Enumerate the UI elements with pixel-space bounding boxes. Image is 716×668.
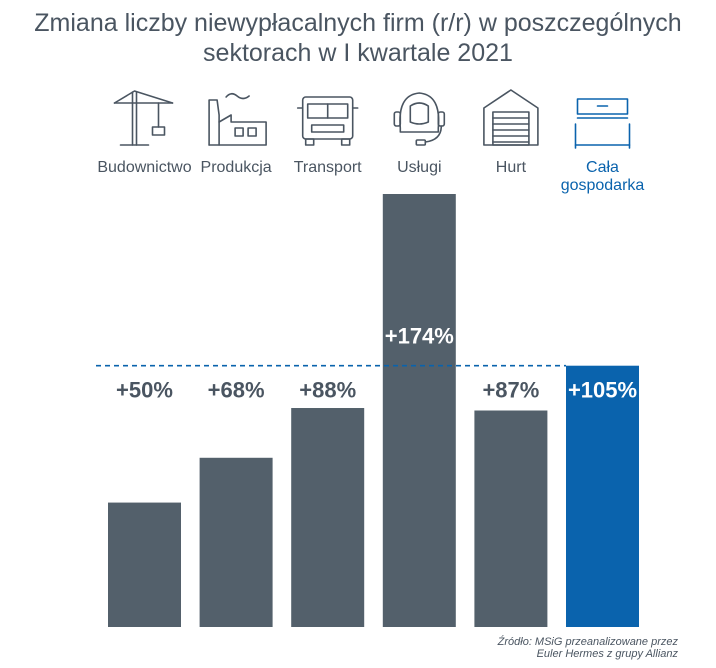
value-label: +174% <box>385 324 454 349</box>
icons-layer <box>113 89 631 149</box>
warehouse-icon <box>483 89 539 146</box>
category-label: Cała <box>586 159 619 176</box>
factory-icon <box>208 92 267 146</box>
bars-layer <box>108 194 639 627</box>
source-line-2: Euler Hermes z grupy Allianz <box>536 648 678 660</box>
title-line-2: sektorach w I kwartale 2021 <box>203 39 513 67</box>
source-line-1: Źródło: MSiG przeanalizowane przez <box>497 636 678 648</box>
bar <box>474 410 548 627</box>
category-label: gospodarka <box>561 177 645 194</box>
value-label: +87% <box>482 378 539 403</box>
value-label: +105% <box>568 378 637 403</box>
category-label: Usługi <box>397 159 441 176</box>
category-label: Budownictwo <box>97 159 191 176</box>
category-label: Produkcja <box>201 159 272 176</box>
economy-icon <box>574 98 631 149</box>
value-label: +68% <box>208 378 265 403</box>
category-label: Hurt <box>496 159 527 176</box>
value-label: +50% <box>116 378 173 403</box>
chart-title: Zmiana liczby niewypłacalnych firm (r/r)… <box>0 8 716 68</box>
bar <box>199 457 273 627</box>
category-labels-layer: Budownictwo Produkcja Transport Usługi Hurt C… <box>97 159 644 194</box>
value-label: +88% <box>299 378 356 403</box>
bar <box>382 194 456 627</box>
crane-icon <box>113 90 174 146</box>
title-line-1: Zmiana liczby niewypłacalnych firm (r/r)… <box>34 9 682 37</box>
bar <box>108 502 181 627</box>
category-label: Transport <box>294 159 362 176</box>
bar <box>566 365 639 627</box>
value-labels-layer: +50% +68% +88% +174% +87% +105% <box>116 324 637 403</box>
headset-icon <box>393 92 446 146</box>
truck-icon <box>296 96 359 146</box>
source-note: Źródło: MSiG przeanalizowane przez Euler… <box>498 636 678 660</box>
bar <box>291 408 365 627</box>
